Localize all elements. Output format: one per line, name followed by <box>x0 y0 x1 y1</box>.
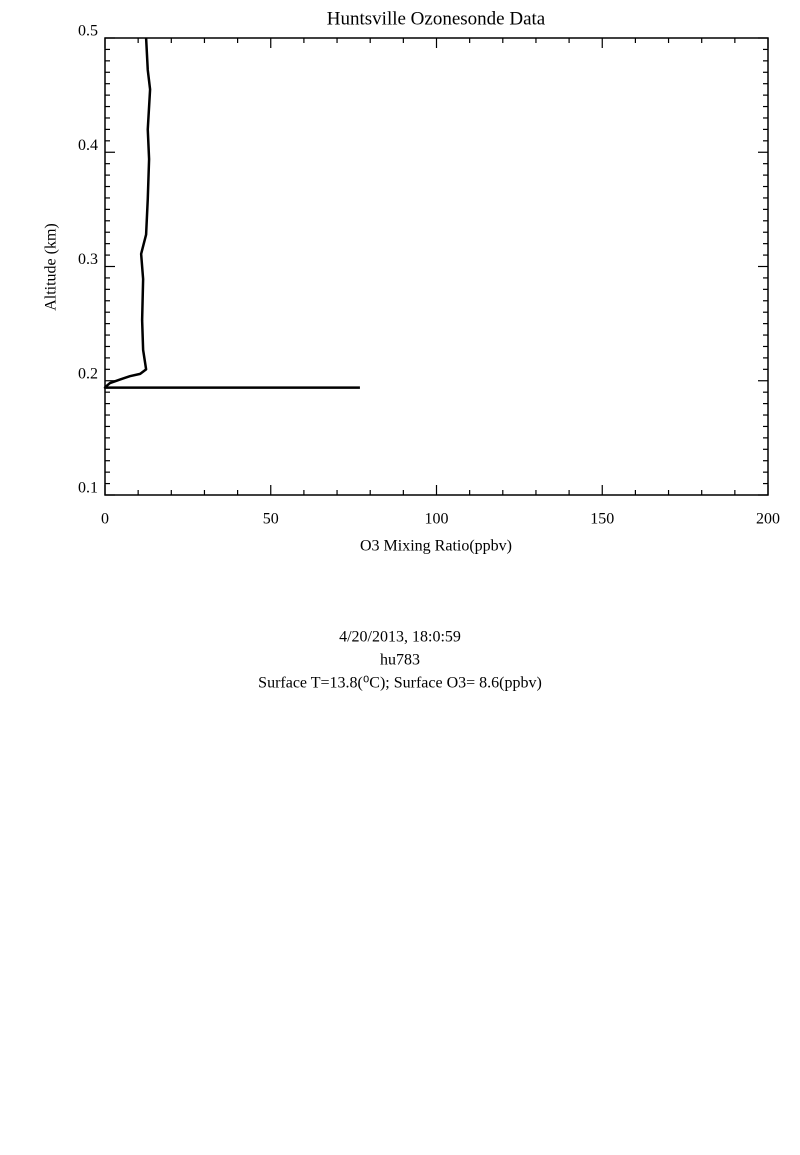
x-tick-label: 0 <box>101 511 109 528</box>
y-tick-label: 0.1 <box>78 480 98 497</box>
x-tick-label: 150 <box>590 511 614 528</box>
y-tick-label: 0.4 <box>78 137 98 154</box>
annotation: hu783 <box>380 652 420 669</box>
y-tick-label: 0.5 <box>78 23 98 40</box>
y-tick-label: 0.2 <box>78 365 98 382</box>
x-axis-label: O3 Mixing Ratio(ppbv) <box>360 538 512 555</box>
y-axis-label: Altitude (km) <box>43 223 60 311</box>
annotation: 4/20/2013, 18:0:59 <box>339 629 461 646</box>
y-tick-label: 0.3 <box>78 251 98 268</box>
chart-title: Huntsville Ozonesonde Data <box>327 8 546 29</box>
x-tick-label: 200 <box>756 511 780 528</box>
annotation: Surface T=13.8(⁰C); Surface O3= 8.6(ppbv… <box>258 675 542 692</box>
data-line <box>103 37 360 389</box>
x-tick-label: 50 <box>263 511 279 528</box>
x-tick-label: 100 <box>425 511 449 528</box>
